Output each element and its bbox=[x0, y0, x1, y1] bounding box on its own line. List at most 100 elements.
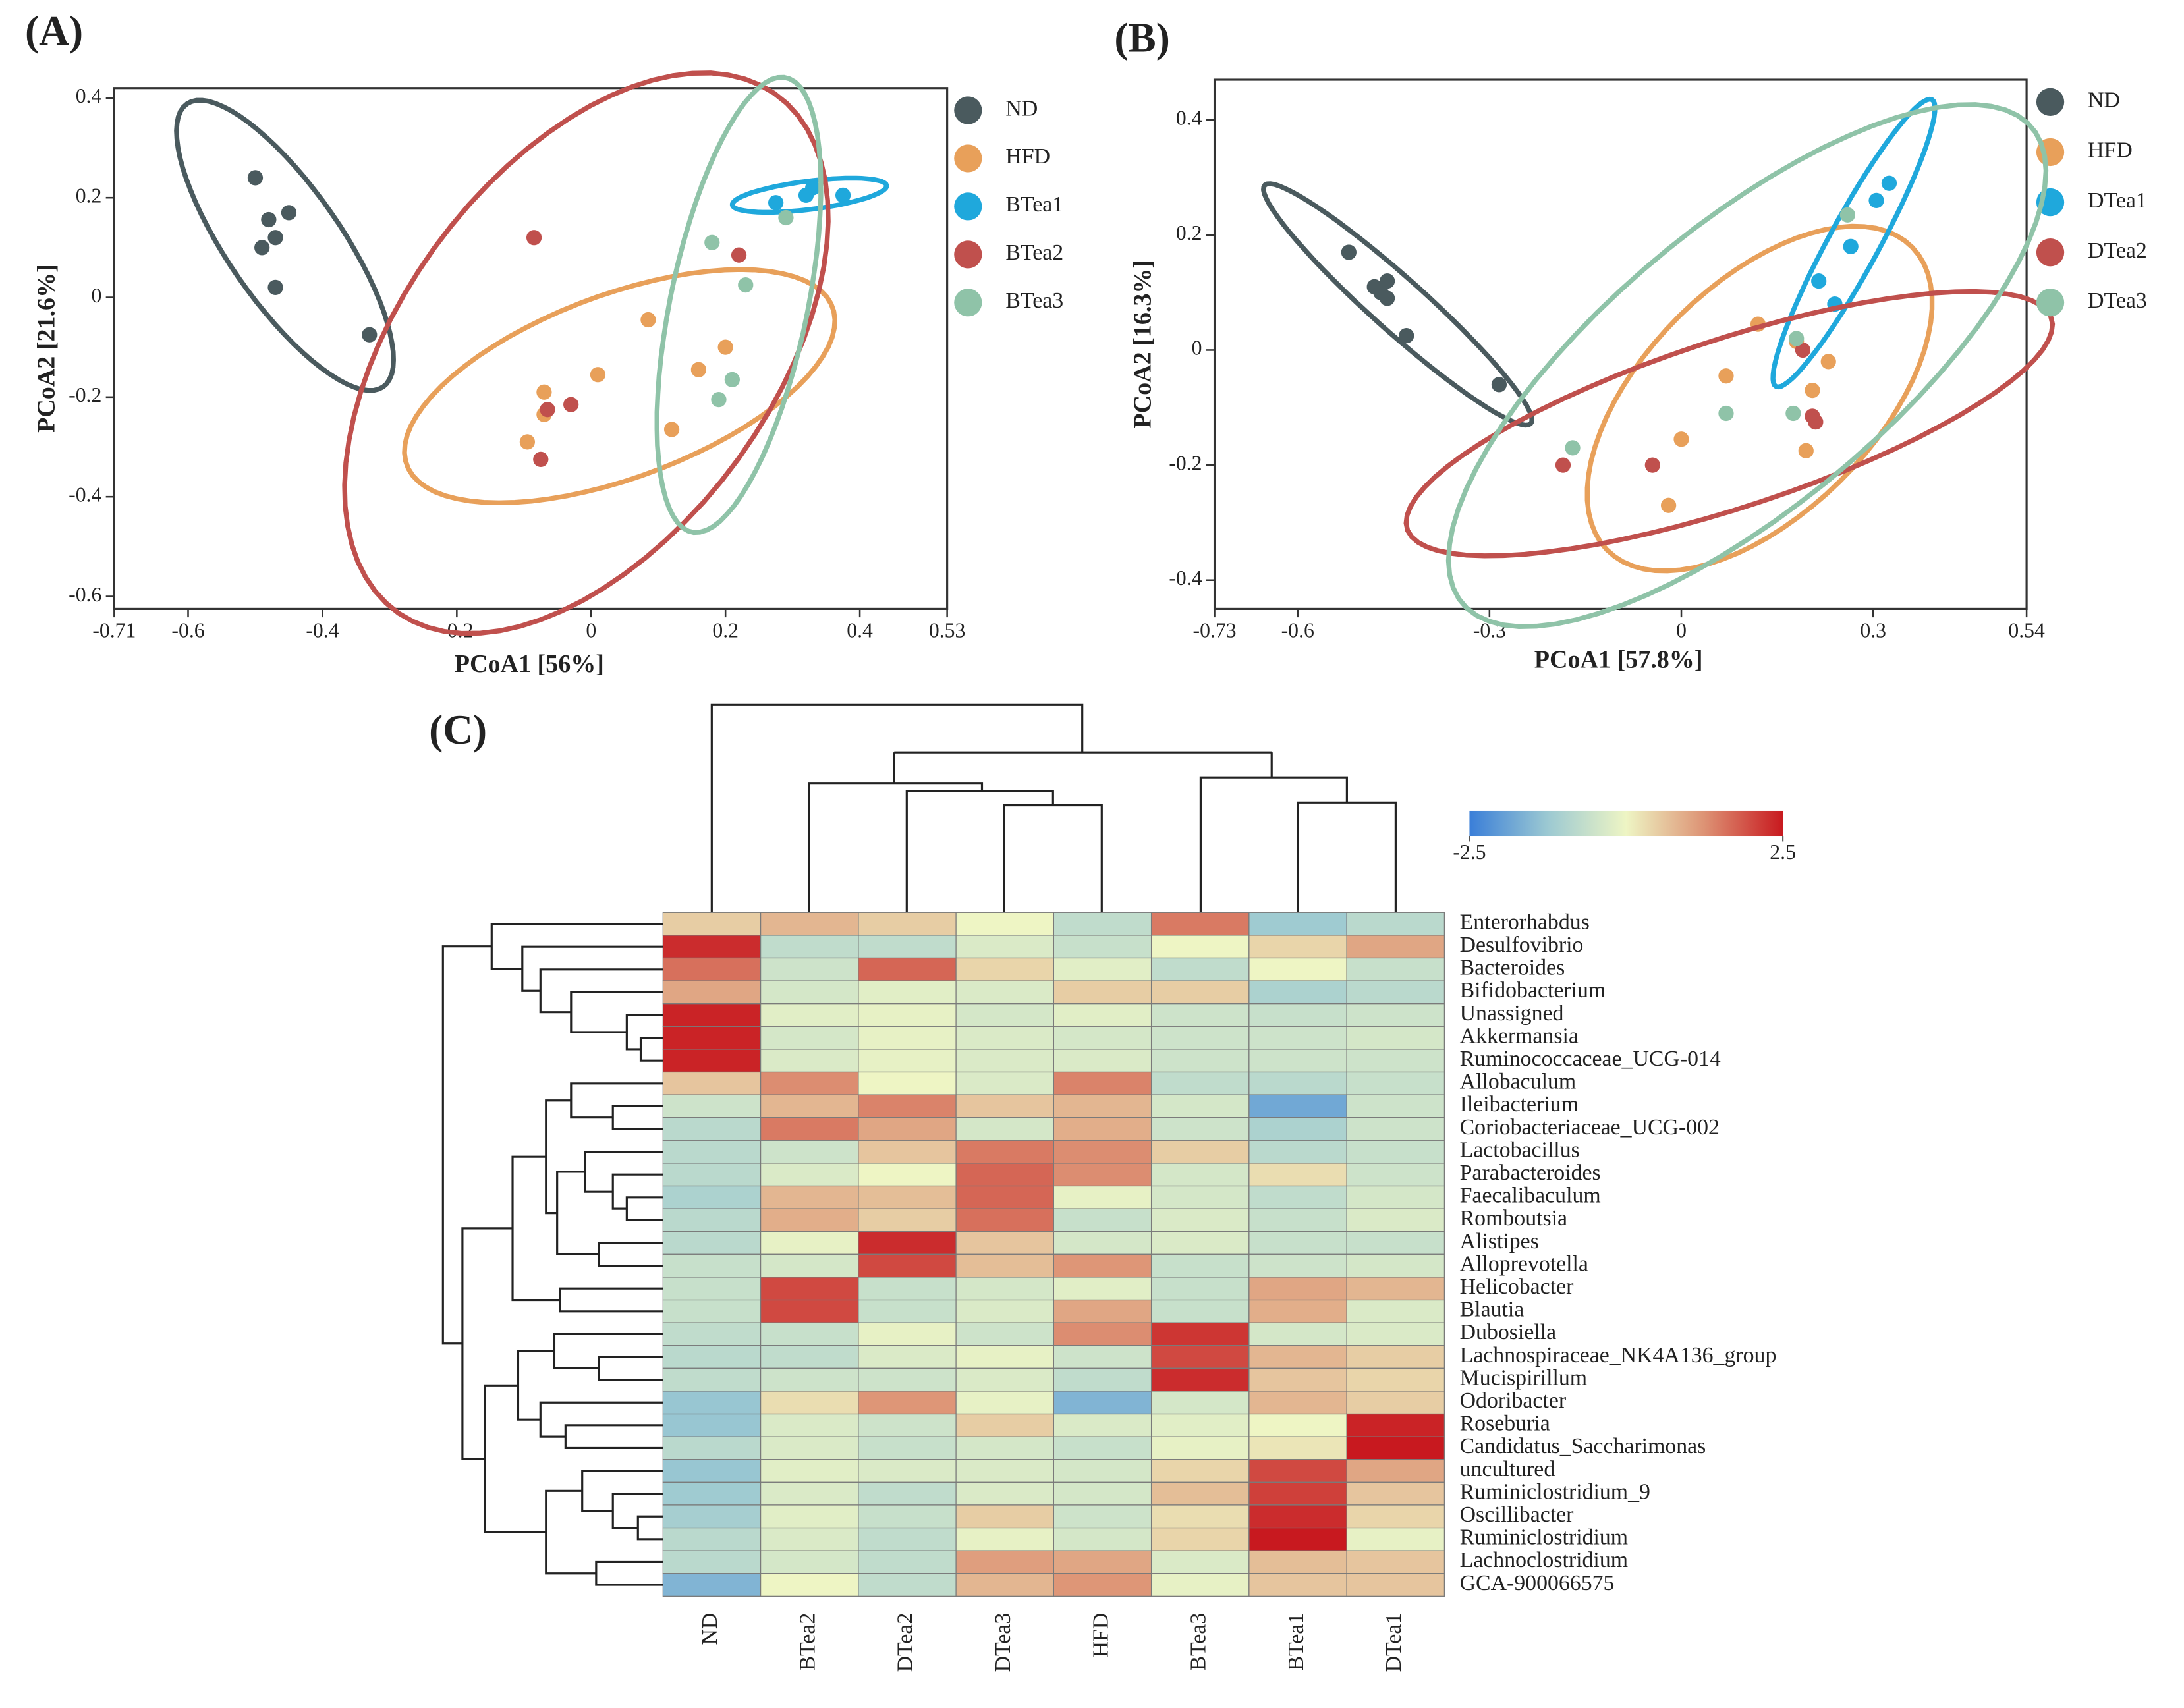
heatmap-cell bbox=[858, 1253, 957, 1278]
point bbox=[1811, 273, 1827, 289]
heatmap-cell bbox=[1248, 1367, 1347, 1392]
heatmap-cell bbox=[760, 957, 859, 981]
heatmap-cell bbox=[1248, 1049, 1347, 1073]
heatmap-cell bbox=[955, 1504, 1054, 1529]
heatmap-cell bbox=[1150, 1231, 1250, 1255]
heatmap-cell bbox=[1346, 912, 1445, 936]
y-tick-label: -0.4 bbox=[69, 483, 101, 506]
heatmap-cell bbox=[1150, 1481, 1250, 1506]
heatmap-cell bbox=[662, 1094, 762, 1118]
point bbox=[1805, 382, 1820, 399]
heatmap-cell bbox=[760, 1527, 859, 1551]
confidence-ellipse bbox=[729, 175, 889, 215]
heatmap-cell bbox=[955, 1026, 1054, 1050]
heatmap-cell bbox=[1053, 1026, 1152, 1050]
point bbox=[640, 312, 656, 328]
heatmap-cell bbox=[1150, 1345, 1250, 1369]
heatmap-cell bbox=[760, 1367, 859, 1392]
heatmap-cell bbox=[760, 1049, 859, 1073]
heatmap-cell bbox=[1053, 957, 1152, 981]
heatmap-cell bbox=[858, 1345, 957, 1369]
row-label: Bacteroides bbox=[1460, 956, 1565, 980]
heatmap-cell bbox=[1248, 1481, 1347, 1506]
heatmap-cell bbox=[1346, 1367, 1445, 1392]
heatmap-cell bbox=[1248, 1163, 1347, 1187]
heatmap-cell bbox=[1248, 912, 1347, 936]
heatmap-cell bbox=[955, 1049, 1054, 1073]
heatmap-cell bbox=[1053, 1049, 1152, 1073]
heatmap-cell bbox=[1053, 1140, 1152, 1164]
heatmap-cell bbox=[1248, 1299, 1347, 1323]
row-label: Desulfovibrio bbox=[1460, 933, 1584, 957]
heatmap-cell bbox=[662, 1049, 762, 1073]
heatmap-cell bbox=[858, 1550, 957, 1574]
point bbox=[1789, 331, 1805, 346]
row-dendrogram bbox=[441, 923, 663, 1586]
heatmap-cell bbox=[858, 1527, 957, 1551]
y-tick-label: 0.2 bbox=[76, 184, 102, 207]
row-label: Ruminiclostridium bbox=[1460, 1526, 1628, 1550]
point bbox=[1673, 431, 1689, 447]
heatmap-cell bbox=[858, 1231, 957, 1255]
heatmap-cell bbox=[1053, 912, 1152, 936]
heatmap-cell bbox=[1150, 1163, 1250, 1187]
legend-marker bbox=[954, 289, 982, 317]
heatmap-cell bbox=[1150, 1436, 1250, 1460]
confidence-ellipse bbox=[342, 70, 831, 636]
heatmap-cell bbox=[760, 1117, 859, 1141]
heatmap-cell bbox=[955, 1140, 1054, 1164]
heatmap-cell bbox=[760, 1140, 859, 1164]
x-tick-label: -0.73 bbox=[1193, 619, 1237, 642]
row-label: Unassigned bbox=[1460, 1001, 1564, 1026]
heatmap-cell bbox=[1053, 1573, 1152, 1597]
heatmap-cell bbox=[858, 1573, 957, 1597]
heatmap-cell bbox=[858, 1026, 957, 1050]
x-axis-label: PCoA1 [57.8%] bbox=[1534, 646, 1703, 673]
colorbar-tick-label: -2.5 bbox=[1453, 840, 1486, 864]
row-label: Enterorhabdus bbox=[1460, 910, 1590, 934]
heatmap-cell bbox=[1346, 1231, 1445, 1255]
heatmap-cell bbox=[760, 1231, 859, 1255]
row-label: Mucispirillum bbox=[1460, 1365, 1587, 1390]
heatmap-cell bbox=[1248, 1185, 1347, 1209]
x-tick-label: 0.53 bbox=[929, 619, 965, 642]
heatmap-cell bbox=[955, 1391, 1054, 1415]
row-label: Alistipes bbox=[1460, 1229, 1539, 1253]
heatmap-cell bbox=[1346, 935, 1445, 959]
heatmap-cell bbox=[662, 957, 762, 981]
heatmap-cell bbox=[1150, 1140, 1250, 1164]
heatmap-cell bbox=[1053, 1322, 1152, 1346]
point bbox=[563, 397, 579, 412]
heatmap-cell bbox=[1053, 935, 1152, 959]
heatmap-cell bbox=[760, 1208, 859, 1232]
row-label: Helicobacter bbox=[1460, 1275, 1574, 1299]
y-tick-label: 0 bbox=[1192, 337, 1202, 360]
heatmap-cell bbox=[1053, 1504, 1152, 1529]
confidence-ellipse bbox=[174, 97, 396, 393]
point bbox=[731, 247, 747, 263]
heatmap-cell bbox=[858, 935, 957, 959]
heatmap-cell bbox=[955, 1071, 1054, 1095]
heatmap-cell bbox=[858, 1208, 957, 1232]
legend-label: DTea2 bbox=[2088, 238, 2147, 263]
plot-frame bbox=[1213, 78, 2028, 610]
heatmap-cell bbox=[760, 1026, 859, 1050]
heatmap-cell bbox=[955, 1299, 1054, 1323]
legend-marker bbox=[954, 96, 982, 124]
heatmap-cell bbox=[1053, 1208, 1152, 1232]
confidence-ellipse bbox=[1584, 223, 1935, 574]
heatmap-cell bbox=[1346, 1459, 1445, 1483]
x-tick-label: -0.6 bbox=[1281, 619, 1314, 642]
confidence-ellipse bbox=[1261, 181, 1534, 428]
heatmap-cell bbox=[1053, 1436, 1152, 1460]
heatmap-cell bbox=[1150, 1527, 1250, 1551]
heatmap-cell bbox=[955, 1550, 1054, 1574]
heatmap-cell bbox=[955, 1459, 1054, 1483]
heatmap-cell bbox=[1248, 1253, 1347, 1278]
heatmap-cell bbox=[1150, 1071, 1250, 1095]
heatmap-cell bbox=[858, 1413, 957, 1437]
heatmap-cell bbox=[760, 1322, 859, 1346]
heatmap-cell bbox=[760, 1094, 859, 1118]
heatmap-cell bbox=[1248, 1459, 1347, 1483]
y-axis-label: PCoA2 [21.6%] bbox=[33, 264, 61, 433]
